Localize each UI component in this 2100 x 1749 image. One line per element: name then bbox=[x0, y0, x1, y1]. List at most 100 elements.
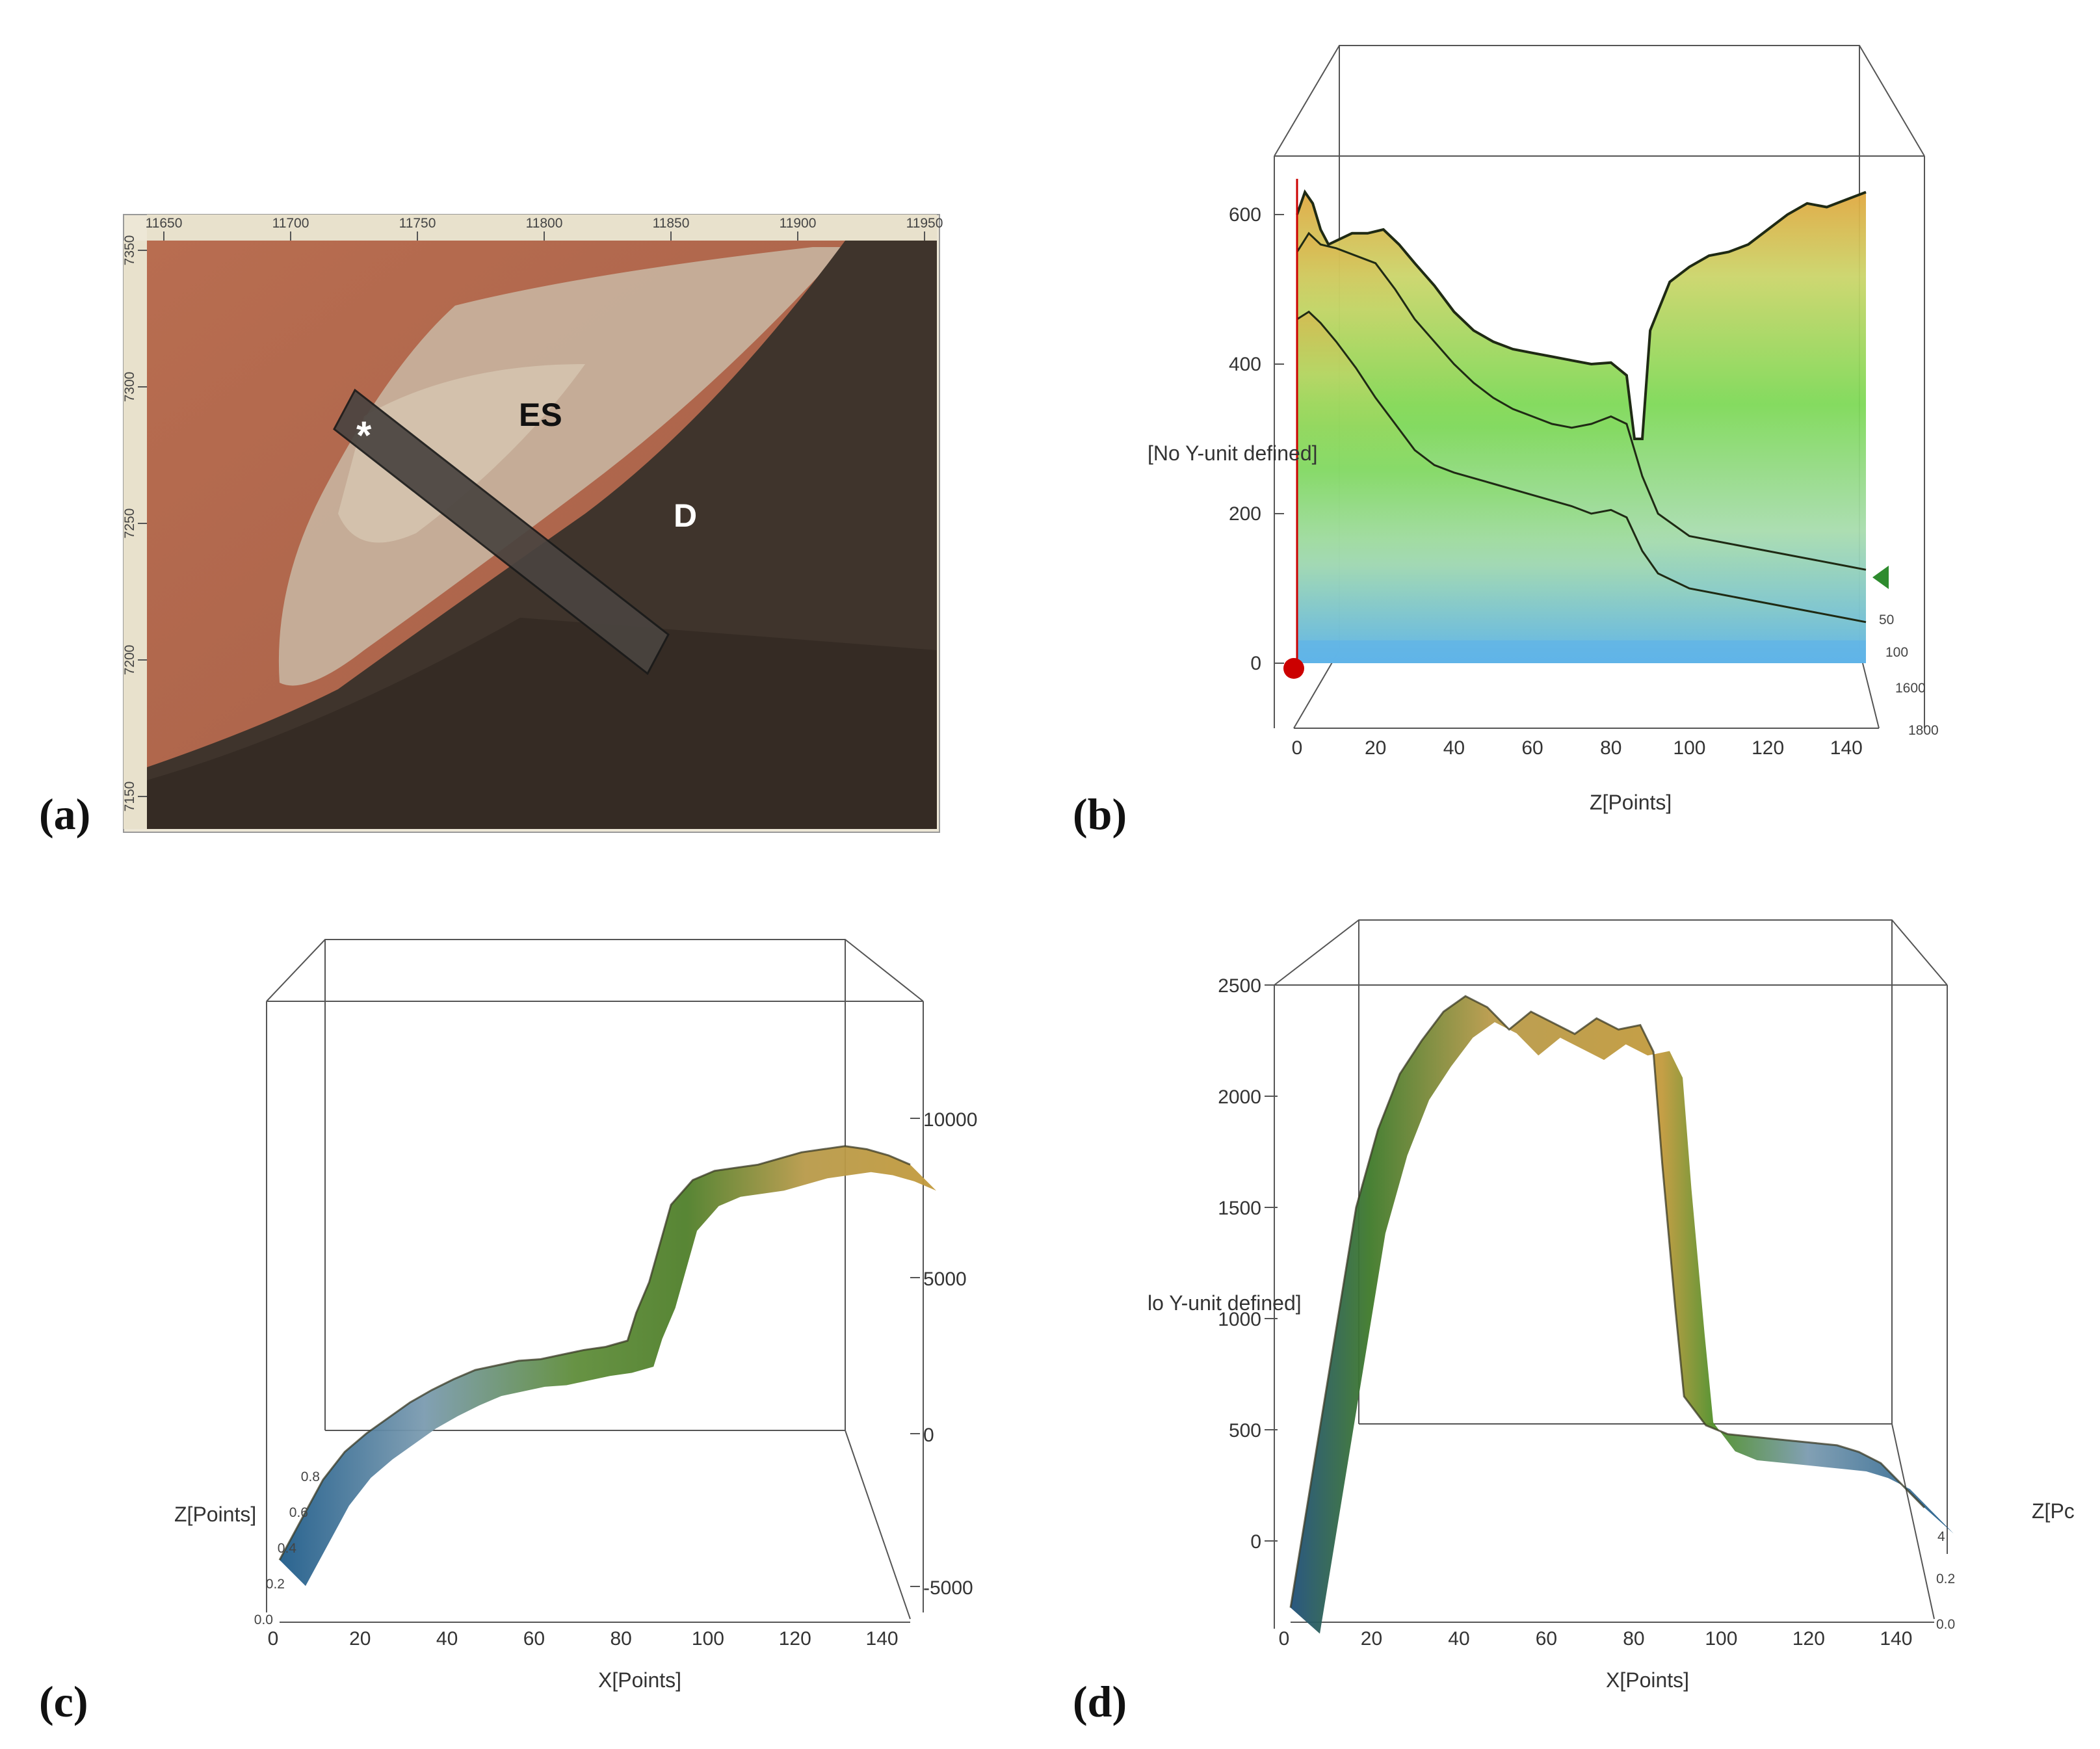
c-y-tick-label: 0 bbox=[923, 1425, 934, 1446]
b-x-tick-label: 80 bbox=[1600, 737, 1621, 759]
top-ruler-label: 11900 bbox=[780, 216, 817, 231]
c-z-tick-label: 0.8 bbox=[301, 1469, 320, 1484]
c-x-tick-label: 0 bbox=[268, 1628, 279, 1650]
b-depth-tick-label: 1600 bbox=[1895, 681, 1926, 696]
d-y-tick-label: 500 bbox=[1229, 1420, 1261, 1441]
b-x-tick-label: 40 bbox=[1443, 737, 1465, 759]
left-ruler-label: 7150 bbox=[122, 782, 137, 812]
d-z-tick-label: 4 bbox=[1937, 1529, 1945, 1544]
panel-a: 11650 11700 11750 11800 11850 11900 11950 7350… bbox=[39, 214, 943, 839]
c-x-ticks: 0 20 40 60 80 100 120 140 bbox=[268, 1628, 899, 1650]
c-z-axis-label: Z[Points] bbox=[174, 1503, 256, 1526]
b-series-line-2 bbox=[1296, 231, 1867, 571]
region-label-es: ES bbox=[519, 397, 562, 433]
c-x-tick-label: 20 bbox=[349, 1628, 371, 1650]
top-ruler-bg bbox=[147, 215, 937, 241]
left-ruler-label: 7350 bbox=[122, 235, 137, 266]
left-ruler-label: 7300 bbox=[122, 372, 137, 402]
d-y-tick-label: 2000 bbox=[1218, 1086, 1261, 1108]
left-ruler-bg bbox=[124, 241, 147, 829]
map-top-ruler: 11650 11700 11750 11800 11850 11900 11950 bbox=[146, 215, 943, 241]
c-x-tick-label: 120 bbox=[779, 1628, 811, 1650]
top-ruler-label: 11800 bbox=[526, 216, 563, 231]
d-y-tick-label: 2500 bbox=[1218, 975, 1261, 997]
d-z-tick-label: 0.2 bbox=[1936, 1571, 1955, 1586]
top-ruler-label: 11750 bbox=[399, 216, 436, 231]
d-x-tick-label: 140 bbox=[1880, 1628, 1912, 1650]
b-y-axis-label: [No Y-unit defined] bbox=[1148, 441, 1318, 465]
b-depth-tick-label: 50 bbox=[1879, 612, 1894, 627]
b-y-ticks: 600 400 200 0 bbox=[1229, 204, 1284, 674]
d-y-tick-label: 0 bbox=[1250, 1531, 1261, 1553]
map-left-ruler: 7350 7300 7250 7200 7150 bbox=[122, 235, 147, 829]
left-ruler-label: 7200 bbox=[122, 645, 137, 676]
panel-d-label: (d) bbox=[1073, 1677, 1127, 1726]
d-x-tick-label: 120 bbox=[1792, 1628, 1825, 1650]
top-ruler-label: 11950 bbox=[906, 216, 943, 231]
c-surface bbox=[278, 1145, 936, 1586]
b-depth-tick-label: 100 bbox=[1885, 645, 1908, 660]
transect-start-marker: * bbox=[356, 414, 372, 457]
top-ruler-label: 11850 bbox=[653, 216, 690, 231]
panel-c-label: (c) bbox=[39, 1677, 88, 1726]
b-y-tick-label: 200 bbox=[1229, 503, 1261, 525]
d-x-ticks: 0 20 40 60 80 100 120 140 bbox=[1279, 1628, 1913, 1650]
d-z-tick-label: 0.0 bbox=[1936, 1617, 1955, 1632]
b-series-line-1 bbox=[1296, 189, 1867, 440]
c-x-tick-label: 140 bbox=[866, 1628, 899, 1650]
b-y-tick-label: 0 bbox=[1250, 653, 1261, 674]
c-y-tick-label: 5000 bbox=[923, 1269, 967, 1290]
panel-b-label: (b) bbox=[1073, 789, 1127, 839]
c-y-ticks: 10000 5000 0 -5000 bbox=[910, 1109, 977, 1599]
c-ribbon bbox=[280, 1146, 936, 1586]
b-x-tick-label: 140 bbox=[1830, 737, 1863, 759]
c-z-tick-label: 0.6 bbox=[289, 1505, 308, 1520]
d-y-tick-label: 1500 bbox=[1218, 1198, 1261, 1219]
b-x-tick-label: 120 bbox=[1752, 737, 1784, 759]
b-red-marker bbox=[1283, 658, 1304, 679]
d-x-tick-label: 60 bbox=[1536, 1628, 1557, 1650]
d-x-axis-label: X[Points] bbox=[1606, 1668, 1689, 1692]
b-y-tick-label: 400 bbox=[1229, 354, 1261, 375]
top-ruler-label: 11650 bbox=[146, 216, 183, 231]
left-ruler-label: 7250 bbox=[122, 508, 137, 539]
d-surface bbox=[1289, 995, 1954, 1634]
top-ruler-label: 11700 bbox=[272, 216, 309, 231]
map-image: * ES D bbox=[147, 241, 937, 829]
c-z-tick-label: 0.4 bbox=[278, 1541, 297, 1556]
d-x-tick-label: 100 bbox=[1705, 1628, 1737, 1650]
c-z-tick-label: 0.0 bbox=[254, 1612, 273, 1627]
c-x-tick-label: 80 bbox=[610, 1628, 631, 1650]
b-y-tick-label: 600 bbox=[1229, 204, 1261, 226]
b-x-axis-label: Z[Points] bbox=[1590, 791, 1672, 814]
b-x-ticks: 0 20 40 60 80 100 120 140 bbox=[1292, 737, 1863, 759]
b-x-tick-label: 20 bbox=[1365, 737, 1386, 759]
d-y-ticks: 2500 2000 1500 1000 500 0 bbox=[1218, 975, 1278, 1553]
d-z-axis-label: Z[Pc bbox=[2032, 1499, 2075, 1523]
d-x-tick-label: 20 bbox=[1361, 1628, 1382, 1650]
c-x-tick-label: 100 bbox=[692, 1628, 724, 1650]
d-x-tick-label: 0 bbox=[1279, 1628, 1290, 1650]
c-y-tick-label: -5000 bbox=[923, 1577, 973, 1599]
d-x-tick-label: 40 bbox=[1448, 1628, 1469, 1650]
b-surface bbox=[1296, 189, 1867, 663]
c-bounding-box bbox=[266, 939, 924, 1623]
c-z-ticks: 0.0 0.2 0.4 0.6 0.8 bbox=[254, 1469, 320, 1627]
panel-a-label: (a) bbox=[39, 789, 90, 839]
b-series-line-3 bbox=[1296, 310, 1867, 624]
region-label-d: D bbox=[674, 497, 697, 534]
c-z-tick-label: 0.2 bbox=[266, 1577, 285, 1592]
b-x-tick-label: 100 bbox=[1673, 737, 1705, 759]
d-y-axis-label: lo Y-unit defined] bbox=[1148, 1291, 1302, 1315]
c-x-axis-label: X[Points] bbox=[598, 1668, 681, 1692]
c-x-tick-label: 40 bbox=[436, 1628, 458, 1650]
b-base-band bbox=[1297, 640, 1866, 663]
c-y-tick-label: 10000 bbox=[923, 1109, 977, 1131]
d-ridge-line bbox=[1289, 995, 1926, 1608]
d-y-tick-label: 1000 bbox=[1218, 1309, 1261, 1330]
b-series-area-3 bbox=[1297, 311, 1866, 663]
panel-b: 600 400 200 0 0 20 40 60 80 100 120 140 50 100 1600 1… bbox=[1073, 45, 1939, 839]
d-ribbon bbox=[1291, 996, 1954, 1634]
